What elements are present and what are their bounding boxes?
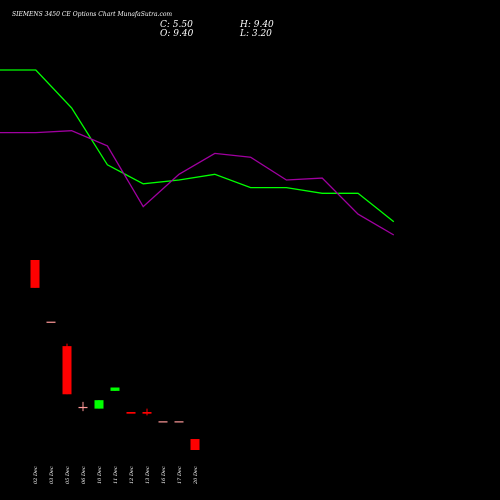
candles (30, 260, 200, 450)
x-tick-label: 20 Dec (193, 466, 199, 485)
candle-body (46, 321, 56, 323)
candle-13-dec (142, 408, 152, 416)
candle-17-dec (174, 421, 184, 423)
candle-body (142, 412, 152, 414)
candle-body (78, 406, 88, 409)
candle-05-dec (62, 343, 72, 395)
candle-10-dec (94, 400, 104, 409)
candle-body (94, 400, 104, 409)
high-value-label: H: 9.40 (239, 20, 274, 30)
moving-average-lines (0, 69, 395, 236)
candle-body (158, 421, 168, 423)
ma-line-2 (0, 130, 395, 236)
ma-line-1 (0, 69, 395, 223)
candle-20-dec (190, 439, 200, 450)
candle-body (174, 421, 184, 423)
open-value-label: O: 9.40 (160, 29, 194, 39)
candle-12-dec (126, 412, 136, 414)
x-tick-label: 11 Dec (113, 466, 119, 484)
x-tick-label: 17 Dec (177, 466, 183, 484)
x-axis-ticks: 02 Dec 03 Dec 05 Dec 06 Dec 10 Dec 11 Dec 12 D… (33, 466, 199, 485)
x-tick-label: 16 Dec (161, 466, 167, 484)
x-tick-label: 12 Dec (129, 466, 135, 484)
x-tick-label: 13 Dec (145, 466, 151, 484)
low-value-label: L: 3.20 (239, 29, 272, 39)
candle-16-dec (158, 421, 168, 423)
candle-body (110, 387, 120, 391)
candle-02-dec (30, 260, 40, 288)
candle-body (126, 412, 136, 414)
chart-title: SIEMENS 3450 CE Options Chart MunafaSutr… (12, 11, 172, 18)
x-tick-label: 03 Dec (49, 466, 55, 484)
candle-06-dec (78, 401, 88, 412)
x-tick-label: 06 Dec (81, 466, 87, 484)
x-tick-label: 10 Dec (97, 466, 103, 484)
candle-body (190, 439, 200, 450)
x-tick-label: 05 Dec (65, 466, 71, 484)
close-value-label: C: 5.50 (160, 20, 193, 30)
candle-11-dec (110, 387, 120, 391)
x-tick-label: 02 Dec (33, 466, 39, 484)
candle-body (62, 346, 72, 395)
candle-body (30, 260, 40, 288)
candle-03-dec (46, 321, 56, 323)
